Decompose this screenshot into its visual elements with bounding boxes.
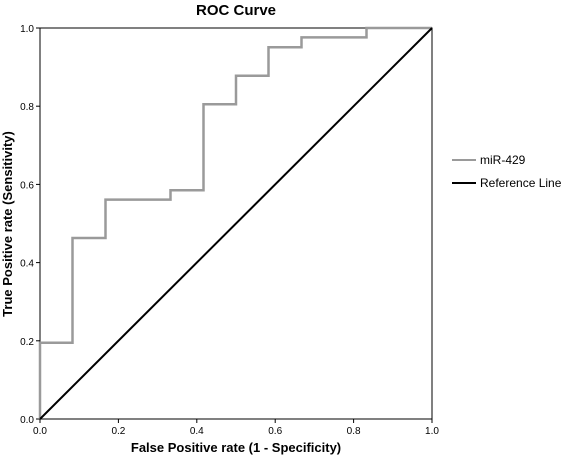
x-tick-label: 0.2 (111, 426, 125, 437)
y-tick-label: 0.4 (20, 259, 34, 270)
legend-label: miR-429 (480, 153, 526, 167)
y-tick-label: 0.2 (20, 337, 34, 348)
y-axis-title: True Positive rate (Sensitivity) (0, 131, 15, 317)
x-tick-label: 0.4 (190, 426, 204, 437)
y-tick-label: 1.0 (20, 24, 34, 35)
legend: miR-429 Reference Line (452, 153, 562, 190)
legend-label: Reference Line (480, 176, 562, 190)
series-line-reference-line (39, 27, 433, 420)
plot-area: 0.0 0.2 0.4 0.6 0.8 1.0 0.0 0.2 0.4 0.6 0.8 1.0 (20, 24, 439, 437)
plot-frame (39, 27, 433, 420)
x-tick-label: 0.6 (268, 426, 282, 437)
y-tick-label: 0.8 (20, 102, 34, 113)
chart-title: ROC Curve (196, 2, 276, 19)
x-tick-label: 0.0 (33, 426, 47, 437)
x-tick-label: 0.8 (347, 426, 361, 437)
series-line-mir-429 (38, 26, 432, 419)
y-tick-label: 0.0 (20, 415, 34, 426)
x-axis-title: False Positive rate (1 - Specificity) (131, 440, 341, 455)
y-tick-label: 0.6 (20, 180, 34, 191)
x-tick-label: 1.0 (425, 426, 439, 437)
